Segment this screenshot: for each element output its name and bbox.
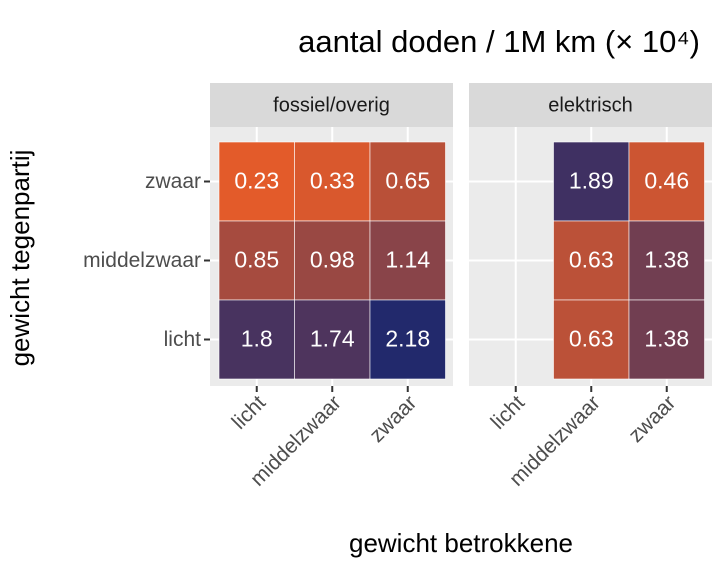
y-axis-title: gewicht tegenpartij bbox=[5, 150, 35, 367]
x-axis-title: gewicht betrokkene bbox=[349, 528, 573, 558]
tile bbox=[218, 299, 295, 380]
x-tick-label: zwaar bbox=[365, 391, 421, 447]
tile bbox=[369, 141, 446, 222]
x-tick-label: licht bbox=[228, 391, 271, 434]
tile bbox=[218, 141, 295, 222]
x-tick-label: licht bbox=[487, 391, 530, 434]
tile-label: 1.74 bbox=[310, 326, 355, 352]
tile-label: 0.65 bbox=[385, 168, 430, 194]
tile-label: 0.46 bbox=[644, 168, 689, 194]
tile-label: 1.8 bbox=[241, 326, 273, 352]
tile bbox=[294, 299, 371, 380]
tile-label: 0.85 bbox=[234, 247, 279, 273]
strip bbox=[469, 83, 712, 127]
tile bbox=[628, 141, 705, 222]
tile bbox=[294, 141, 371, 222]
tile-label: 2.18 bbox=[385, 326, 430, 352]
tile-label: 1.38 bbox=[644, 326, 689, 352]
y-tick-label: middelzwaar bbox=[83, 249, 201, 272]
strip-label: fossiel/overig bbox=[273, 94, 390, 116]
tile bbox=[553, 220, 630, 301]
tile-label: 0.33 bbox=[310, 168, 355, 194]
tile bbox=[294, 220, 371, 301]
chart-title: aantal doden / 1M km (× 10⁴) bbox=[298, 24, 700, 59]
y-tick-label: licht bbox=[164, 328, 202, 351]
tile-label: 1.14 bbox=[385, 247, 430, 273]
x-tick-label: zwaar bbox=[624, 391, 680, 447]
y-tick-label: zwaar bbox=[145, 170, 201, 193]
tile-label: 0.23 bbox=[234, 168, 279, 194]
tile bbox=[218, 220, 295, 301]
strip-label: elektrisch bbox=[548, 94, 632, 116]
tile bbox=[369, 299, 446, 380]
tile bbox=[553, 299, 630, 380]
tile bbox=[628, 220, 705, 301]
tile-label: 0.63 bbox=[569, 326, 614, 352]
strip bbox=[210, 83, 453, 127]
tile-label: 1.38 bbox=[644, 247, 689, 273]
tile-label: 1.89 bbox=[569, 168, 614, 194]
tile-label: 0.98 bbox=[310, 247, 355, 273]
tile bbox=[553, 141, 630, 222]
tile-label: 0.63 bbox=[569, 247, 614, 273]
tile bbox=[628, 299, 705, 380]
